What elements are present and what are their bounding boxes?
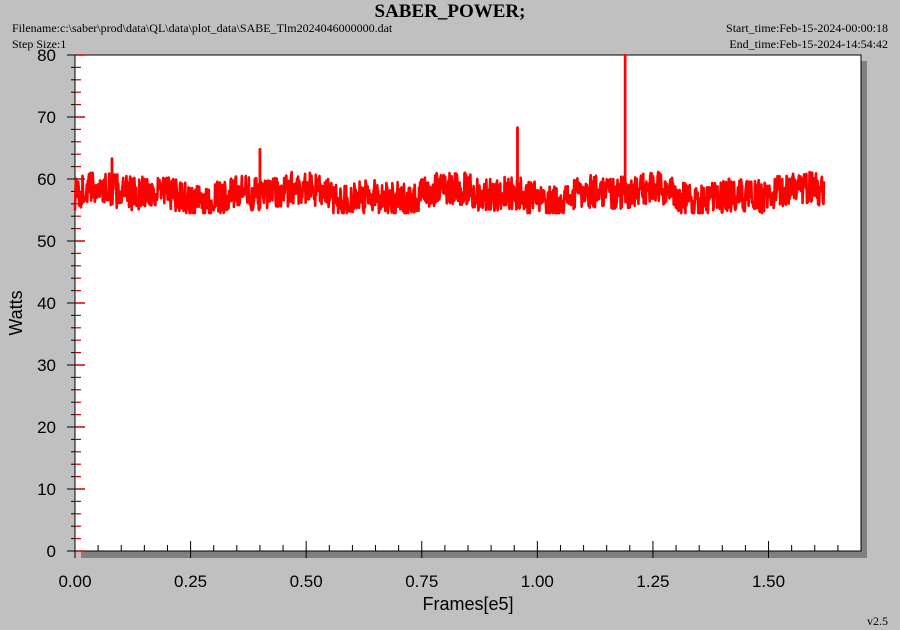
x-axis-label: Frames[e5] [422,594,513,614]
ticks-layer: 0 10 20 30 40 50 60 70 80 0.00 0.25 0.50 0.75 1.00 1.2… [37,46,839,591]
x-tick-label: 1.00 [521,572,554,591]
series-layer [73,53,826,215]
x-tick-label: 0.50 [290,572,323,591]
plot-area [74,54,862,552]
step-size-text: Step Size:1 [12,37,67,51]
y-tick-label: 60 [37,170,56,189]
series-line-watts [73,53,826,215]
y-tick-label: 50 [37,232,56,251]
x-tick-label: 1.50 [752,572,785,591]
y-axis-label: Watts [6,290,26,335]
y-tick-label: 0 [47,542,56,561]
end-time-text: End_time:Feb-15-2024-14:54:42 [729,37,888,51]
chart-title: SABER_POWER; [374,1,526,22]
y-tick-label: 20 [37,418,56,437]
x-tick-label: 0.75 [405,572,438,591]
y-tick-label: 30 [37,356,56,375]
y-tick-label: 10 [37,480,56,499]
version-text: v2.5 [867,614,888,628]
filename-text: Filename:c:\saber\prod\data\QL\data\plot… [12,21,393,35]
y-tick-label: 40 [37,294,56,313]
y-tick-label: 80 [37,46,56,65]
x-tick-label: 1.25 [636,572,669,591]
x-tick-label: 0.00 [58,572,91,591]
start-time-text: Start_time:Feb-15-2024-00:00:18 [726,21,888,35]
x-tick-label: 0.25 [174,572,207,591]
y-tick-label: 70 [37,108,56,127]
